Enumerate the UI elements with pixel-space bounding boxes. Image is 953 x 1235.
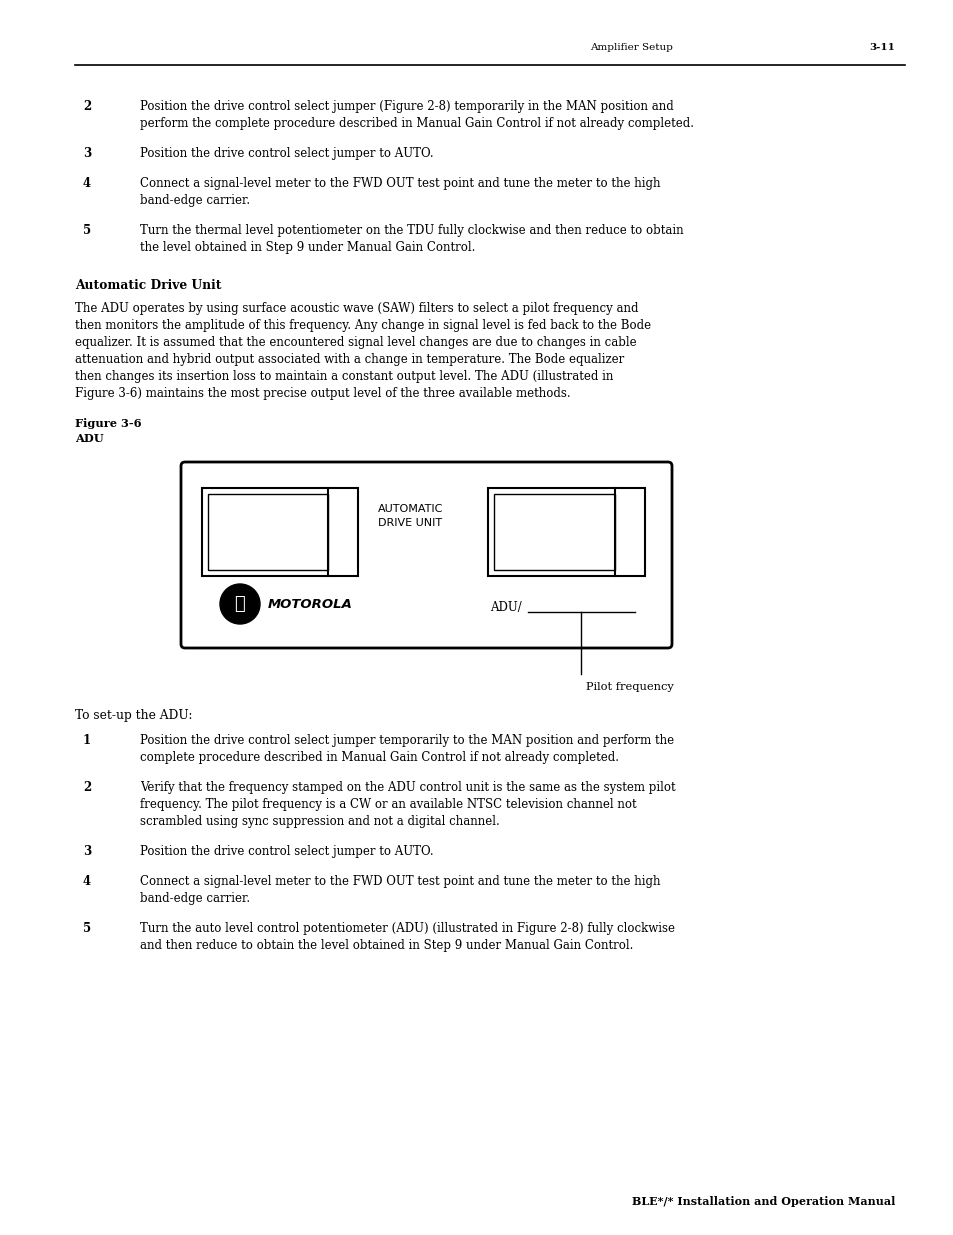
Text: Automatic Drive Unit: Automatic Drive Unit xyxy=(75,279,221,291)
Text: band-edge carrier.: band-edge carrier. xyxy=(140,194,250,207)
Text: 3: 3 xyxy=(83,147,91,161)
Text: Position the drive control select jumper to AUTO.: Position the drive control select jumper… xyxy=(140,147,434,161)
Text: ADU: ADU xyxy=(75,433,104,445)
Text: Figure 3-6) maintains the most precise output level of the three available metho: Figure 3-6) maintains the most precise o… xyxy=(75,387,570,400)
FancyBboxPatch shape xyxy=(181,462,671,648)
Text: Position the drive control select jumper (Figure 2-8) temporarily in the MAN pos: Position the drive control select jumper… xyxy=(140,100,673,112)
Text: Connect a signal-level meter to the FWD OUT test point and tune the meter to the: Connect a signal-level meter to the FWD … xyxy=(140,876,659,888)
Text: 5: 5 xyxy=(83,923,91,935)
Text: then monitors the amplitude of this frequency. Any change in signal level is fed: then monitors the amplitude of this freq… xyxy=(75,319,651,332)
Text: MOTOROLA: MOTOROLA xyxy=(268,598,353,610)
Text: then changes its insertion loss to maintain a constant output level. The ADU (il: then changes its insertion loss to maint… xyxy=(75,370,613,383)
Text: the level obtained in Step 9 under Manual Gain Control.: the level obtained in Step 9 under Manua… xyxy=(140,241,475,254)
Text: 5: 5 xyxy=(83,224,91,237)
Text: Turn the auto level control potentiometer (ADU) (illustrated in Figure 2-8) full: Turn the auto level control potentiomete… xyxy=(140,923,675,935)
Text: Position the drive control select jumper to AUTO.: Position the drive control select jumper… xyxy=(140,845,434,858)
Text: DRIVE UNIT: DRIVE UNIT xyxy=(377,517,441,529)
FancyBboxPatch shape xyxy=(202,488,357,576)
Text: 3: 3 xyxy=(83,845,91,858)
Text: and then reduce to obtain the level obtained in Step 9 under Manual Gain Control: and then reduce to obtain the level obta… xyxy=(140,939,633,952)
Text: Ⓜ: Ⓜ xyxy=(234,595,245,613)
Text: Amplifier Setup: Amplifier Setup xyxy=(589,43,672,52)
Text: Figure 3-6: Figure 3-6 xyxy=(75,417,141,429)
Text: AUTOMATIC: AUTOMATIC xyxy=(377,504,443,514)
Text: Verify that the frequency stamped on the ADU control unit is the same as the sys: Verify that the frequency stamped on the… xyxy=(140,781,675,794)
Text: 3-11: 3-11 xyxy=(868,43,894,52)
Text: complete procedure described in Manual Gain Control if not already completed.: complete procedure described in Manual G… xyxy=(140,751,618,764)
Text: The ADU operates by using surface acoustic wave (SAW) filters to select a pilot : The ADU operates by using surface acoust… xyxy=(75,303,638,315)
Text: Turn the thermal level potentiometer on the TDU fully clockwise and then reduce : Turn the thermal level potentiometer on … xyxy=(140,224,683,237)
Text: 1: 1 xyxy=(83,734,91,747)
Text: equalizer. It is assumed that the encountered signal level changes are due to ch: equalizer. It is assumed that the encoun… xyxy=(75,336,636,350)
FancyBboxPatch shape xyxy=(494,494,615,571)
Text: band-edge carrier.: band-edge carrier. xyxy=(140,892,250,905)
Text: Position the drive control select jumper temporarily to the MAN position and per: Position the drive control select jumper… xyxy=(140,734,674,747)
Circle shape xyxy=(220,584,260,624)
Text: frequency. The pilot frequency is a CW or an available NTSC television channel n: frequency. The pilot frequency is a CW o… xyxy=(140,798,636,811)
Text: 4: 4 xyxy=(83,876,91,888)
Text: 4: 4 xyxy=(83,177,91,190)
Text: BLE*/* Installation and Operation Manual: BLE*/* Installation and Operation Manual xyxy=(631,1195,894,1207)
Text: 2: 2 xyxy=(83,781,91,794)
FancyBboxPatch shape xyxy=(208,494,328,571)
Text: Pilot frequency: Pilot frequency xyxy=(586,682,674,692)
Text: ADU/: ADU/ xyxy=(490,601,521,614)
Text: scrambled using sync suppression and not a digital channel.: scrambled using sync suppression and not… xyxy=(140,815,499,827)
Text: attenuation and hybrid output associated with a change in temperature. The Bode : attenuation and hybrid output associated… xyxy=(75,353,623,366)
Text: To set-up the ADU:: To set-up the ADU: xyxy=(75,709,193,722)
FancyBboxPatch shape xyxy=(488,488,644,576)
Text: perform the complete procedure described in Manual Gain Control if not already c: perform the complete procedure described… xyxy=(140,117,693,130)
Text: Connect a signal-level meter to the FWD OUT test point and tune the meter to the: Connect a signal-level meter to the FWD … xyxy=(140,177,659,190)
Text: 2: 2 xyxy=(83,100,91,112)
